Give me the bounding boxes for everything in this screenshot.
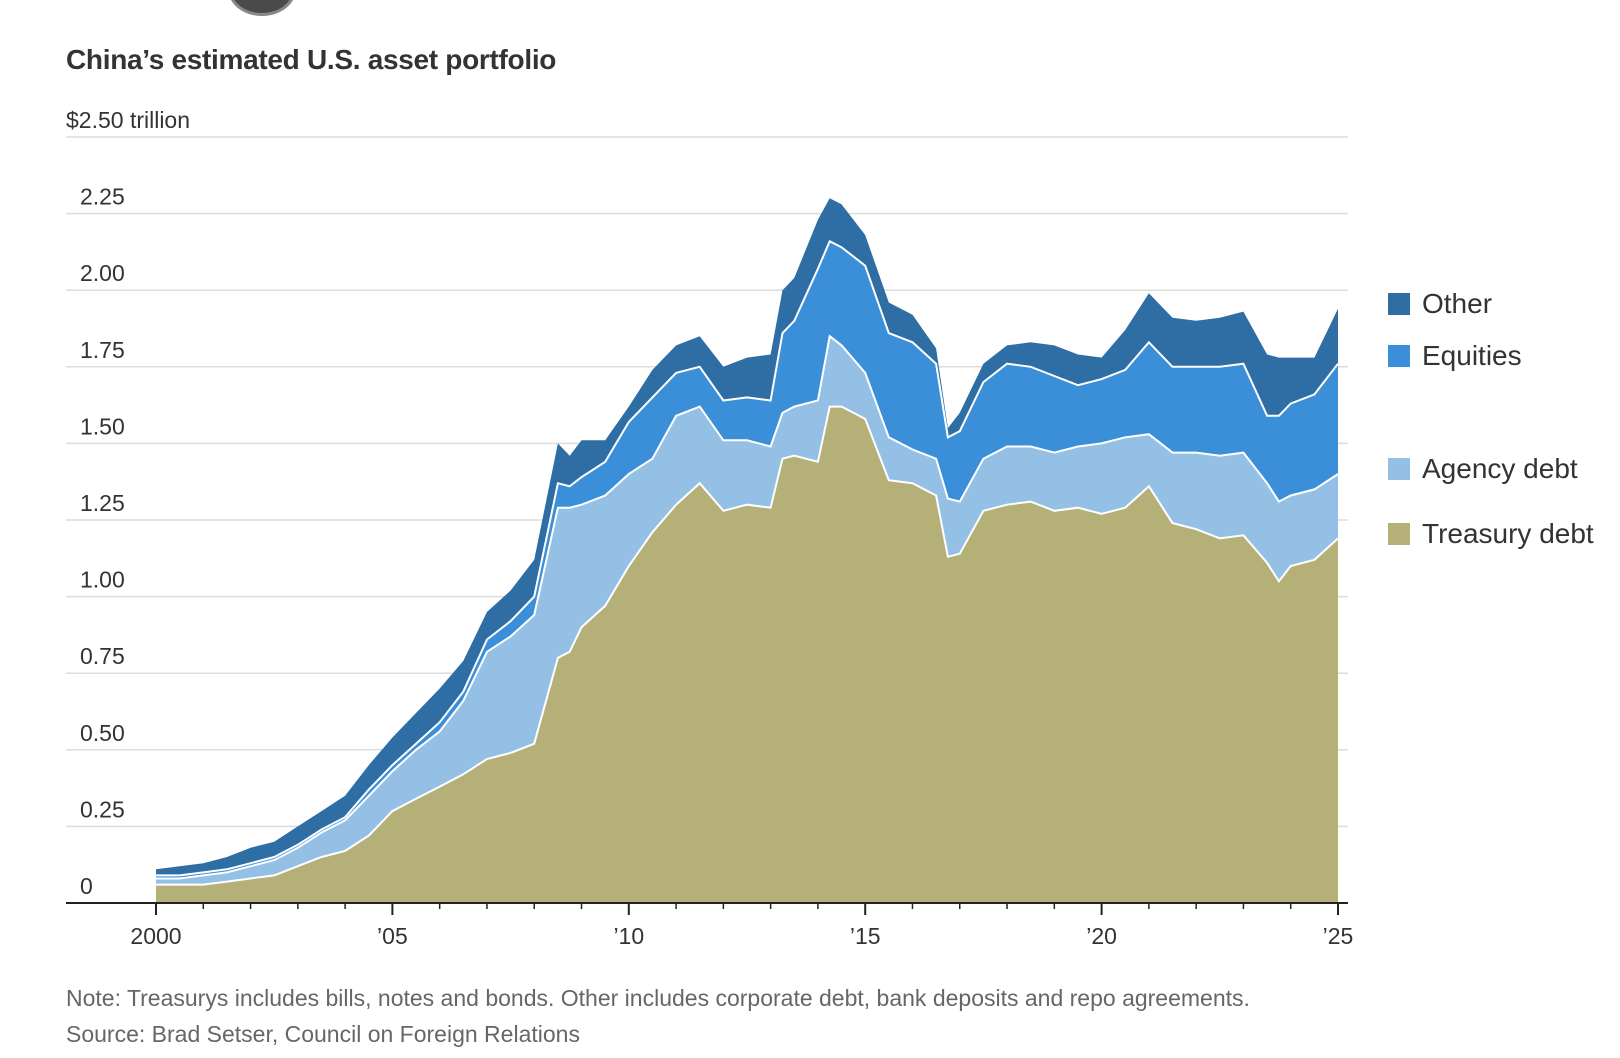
legend-label-treasury-debt: Treasury debt xyxy=(1422,518,1594,549)
y-tick-label: 0.75 xyxy=(80,643,125,669)
legend-swatch-agency-debt xyxy=(1388,458,1410,480)
y-tick-label: 0 xyxy=(80,873,93,899)
legend-swatch-other xyxy=(1388,293,1410,315)
y-tick-label: 1.00 xyxy=(80,567,125,593)
legend-label-equities: Equities xyxy=(1422,340,1522,371)
y-tick-label: 1.25 xyxy=(80,490,125,516)
x-tick-label: ’20 xyxy=(1086,923,1117,949)
legend: Other Equities Agency debt Treasury debt xyxy=(1388,0,1618,600)
boundary-treasury-debt xyxy=(156,405,1339,886)
area-series xyxy=(156,198,1339,903)
y-tick-label: 2.00 xyxy=(80,260,125,286)
y-tick-label: 0.50 xyxy=(80,720,125,746)
legend-swatch-treasury-debt xyxy=(1388,523,1410,545)
boundary-agency-debt xyxy=(156,334,1339,880)
legend-label-other: Other xyxy=(1422,288,1493,319)
legend-item-treasury-debt: Treasury debt xyxy=(1388,518,1594,550)
y-tick-label: 2.25 xyxy=(80,184,125,210)
y-tick-label: $2.50 trillion xyxy=(66,107,190,133)
x-tick-label: ’10 xyxy=(613,923,644,949)
boundary-equities xyxy=(156,239,1339,877)
legend-item-agency-debt: Agency debt xyxy=(1388,453,1578,485)
area-agency-debt xyxy=(156,336,1338,885)
x-tick-label: ’05 xyxy=(377,923,408,949)
chart-source: Source: Brad Setser, Council on Foreign … xyxy=(66,1021,580,1047)
x-tick-label: ’25 xyxy=(1323,923,1354,949)
area-equities xyxy=(156,241,1338,879)
legend-item-other: Other xyxy=(1388,288,1492,320)
y-tick-label: 1.75 xyxy=(80,337,125,363)
x-tick-label: ’15 xyxy=(850,923,881,949)
chart-title: China’s estimated U.S. asset portfolio xyxy=(66,44,557,75)
chart-note: Note: Treasurys includes bills, notes an… xyxy=(66,985,1250,1011)
x-tick-label: 2000 xyxy=(130,923,181,949)
legend-item-equities: Equities xyxy=(1388,340,1522,372)
y-tick-label: 0.25 xyxy=(80,796,125,822)
legend-swatch-equities xyxy=(1388,345,1410,367)
axes: 0 0.25 0.50 0.75 1.00 1.25 1.50 1.75 2.00 2.25 $2.… xyxy=(66,107,1353,949)
y-tick-label: 1.50 xyxy=(80,413,125,439)
legend-label-agency-debt: Agency debt xyxy=(1422,453,1578,484)
area-treasury-debt xyxy=(156,406,1338,903)
